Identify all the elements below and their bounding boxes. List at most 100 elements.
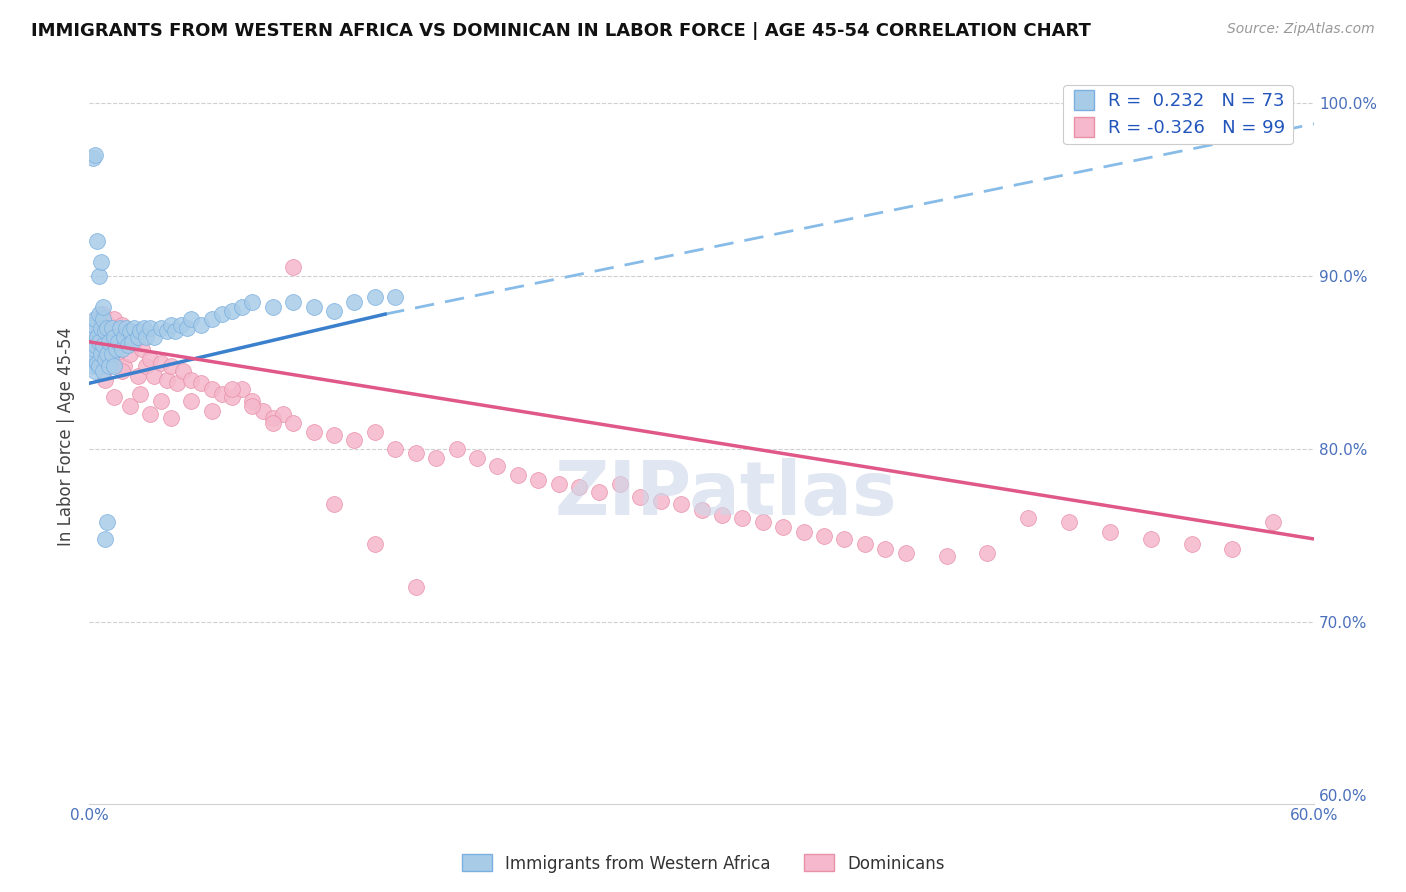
Point bbox=[231, 300, 253, 314]
Point bbox=[211, 386, 233, 401]
Point bbox=[82, 342, 104, 356]
Point bbox=[84, 338, 107, 352]
Point bbox=[139, 408, 162, 422]
Point bbox=[159, 411, 181, 425]
Point bbox=[200, 312, 222, 326]
Point bbox=[90, 321, 112, 335]
Point bbox=[82, 318, 104, 332]
Point bbox=[114, 321, 136, 335]
Point bbox=[103, 312, 125, 326]
Point bbox=[100, 338, 122, 352]
Point bbox=[163, 325, 186, 339]
Point bbox=[127, 329, 149, 343]
Point bbox=[118, 399, 141, 413]
Point bbox=[84, 312, 107, 326]
Point bbox=[894, 546, 917, 560]
Point bbox=[131, 342, 153, 356]
Point bbox=[96, 347, 118, 361]
Point bbox=[170, 318, 193, 332]
Point bbox=[159, 318, 181, 332]
Point bbox=[117, 338, 139, 352]
Point bbox=[96, 321, 118, 335]
Point bbox=[111, 364, 134, 378]
Point bbox=[135, 359, 157, 373]
Point bbox=[107, 329, 129, 343]
Point bbox=[149, 393, 172, 408]
Point bbox=[96, 515, 118, 529]
Point bbox=[465, 450, 488, 465]
Point bbox=[425, 450, 447, 465]
Point bbox=[112, 359, 135, 373]
Point bbox=[752, 515, 775, 529]
Point bbox=[93, 312, 115, 326]
Point bbox=[90, 334, 112, 349]
Point bbox=[343, 295, 366, 310]
Point bbox=[172, 364, 194, 378]
Point bbox=[86, 355, 108, 369]
Point bbox=[100, 321, 122, 335]
Point bbox=[80, 347, 103, 361]
Point bbox=[1098, 524, 1121, 539]
Point bbox=[302, 300, 325, 314]
Legend: Immigrants from Western Africa, Dominicans: Immigrants from Western Africa, Dominica… bbox=[454, 847, 952, 880]
Point bbox=[80, 321, 103, 335]
Point bbox=[1180, 537, 1202, 551]
Point bbox=[103, 329, 125, 343]
Point bbox=[90, 347, 112, 361]
Point bbox=[252, 404, 274, 418]
Point bbox=[343, 434, 366, 448]
Point bbox=[94, 532, 117, 546]
Point bbox=[129, 325, 152, 339]
Point bbox=[568, 480, 591, 494]
Point bbox=[94, 325, 117, 339]
Point bbox=[84, 364, 107, 378]
Point bbox=[242, 399, 264, 413]
Point bbox=[875, 542, 897, 557]
Point bbox=[405, 581, 427, 595]
Point bbox=[118, 347, 141, 361]
Point bbox=[94, 321, 117, 335]
Point bbox=[283, 295, 305, 310]
Point bbox=[80, 334, 103, 349]
Point bbox=[103, 359, 125, 373]
Point bbox=[82, 359, 104, 373]
Point bbox=[94, 373, 117, 387]
Point bbox=[242, 393, 264, 408]
Point bbox=[650, 494, 672, 508]
Point bbox=[221, 303, 243, 318]
Point bbox=[84, 148, 107, 162]
Point bbox=[486, 459, 509, 474]
Y-axis label: In Labor Force | Age 45-54: In Labor Force | Age 45-54 bbox=[58, 326, 75, 546]
Point bbox=[84, 342, 107, 356]
Point bbox=[506, 467, 529, 482]
Point bbox=[80, 334, 103, 349]
Point bbox=[588, 485, 610, 500]
Point bbox=[89, 334, 111, 349]
Point bbox=[690, 502, 713, 516]
Point bbox=[156, 373, 179, 387]
Point bbox=[364, 537, 387, 551]
Point bbox=[89, 307, 111, 321]
Point bbox=[89, 269, 111, 284]
Point bbox=[122, 334, 145, 349]
Point bbox=[143, 369, 166, 384]
Point bbox=[302, 425, 325, 439]
Point bbox=[135, 329, 157, 343]
Point bbox=[731, 511, 754, 525]
Point bbox=[793, 524, 815, 539]
Point bbox=[134, 321, 156, 335]
Point bbox=[111, 318, 134, 332]
Point bbox=[93, 338, 115, 352]
Point bbox=[93, 300, 115, 314]
Point bbox=[98, 359, 121, 373]
Point bbox=[129, 386, 152, 401]
Point bbox=[122, 321, 145, 335]
Point bbox=[98, 318, 121, 332]
Point bbox=[100, 347, 122, 361]
Point bbox=[976, 546, 998, 560]
Point bbox=[118, 325, 141, 339]
Point bbox=[669, 497, 692, 511]
Point bbox=[221, 382, 243, 396]
Point bbox=[190, 318, 212, 332]
Point bbox=[772, 520, 794, 534]
